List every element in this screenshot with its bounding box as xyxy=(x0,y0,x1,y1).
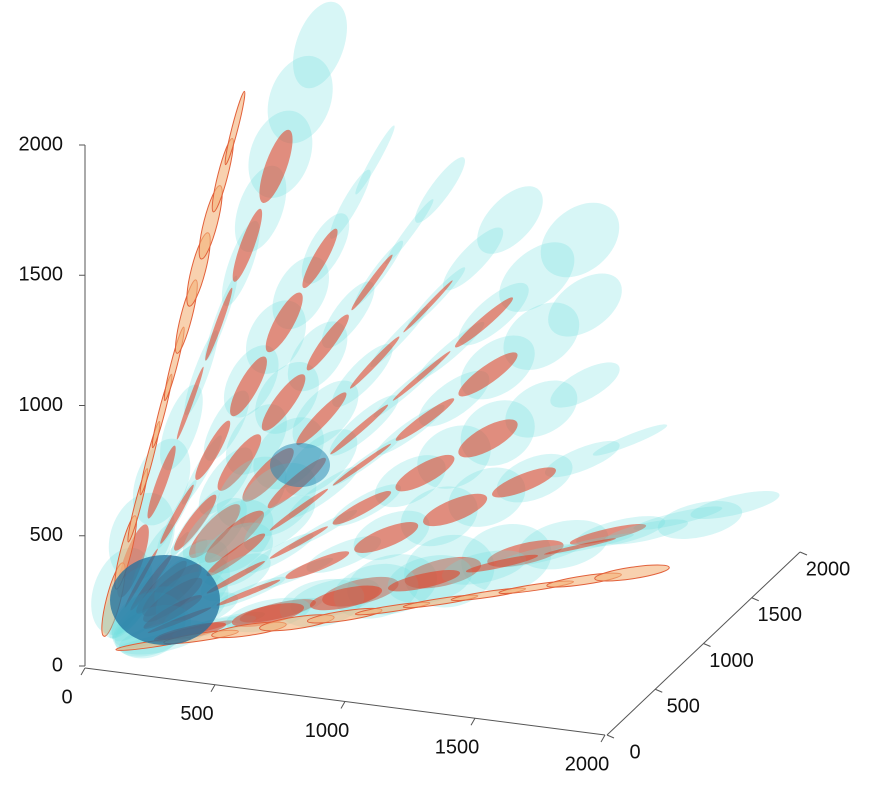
z-tick-label: 1000 xyxy=(19,394,64,416)
isosurface-inner xyxy=(423,493,488,527)
isosurface-inner xyxy=(216,579,281,606)
isosurface-inner xyxy=(492,467,556,498)
isosurface-outer xyxy=(633,506,723,531)
isosurface-inner xyxy=(351,254,393,311)
z-tick-label: 500 xyxy=(30,524,63,546)
isosurface-outer xyxy=(594,564,670,582)
isosurface-inner xyxy=(309,585,383,611)
y-tick-label: 1500 xyxy=(758,604,803,626)
z-tick-label: 1500 xyxy=(19,264,64,286)
isosurface-outer xyxy=(503,302,580,370)
x-tick-label: 1000 xyxy=(305,720,350,742)
isosurface-inner xyxy=(302,228,338,289)
isosurface-outer xyxy=(355,125,395,195)
isosurface-inner xyxy=(285,551,350,579)
isosurface-inner xyxy=(458,352,518,397)
isosurface-inner xyxy=(332,443,392,486)
x-tick xyxy=(340,701,346,709)
y-tick xyxy=(703,643,711,647)
isosurface-outer xyxy=(544,440,620,478)
isosurface-inner xyxy=(269,488,328,531)
isosurface-inner xyxy=(543,538,617,555)
isosurface-inner xyxy=(205,287,233,361)
isosurface-inner xyxy=(265,292,303,353)
isosurface-outer xyxy=(477,186,543,254)
z-tick-label: 2000 xyxy=(19,133,64,155)
isosurface-inner xyxy=(206,533,266,577)
isosurface-outer xyxy=(548,273,622,337)
isosurface-inner xyxy=(174,494,217,551)
isosurface-outer xyxy=(499,242,575,312)
z-tick-label: 0 xyxy=(52,654,63,676)
isosurface-layer xyxy=(91,1,780,659)
x-tick-label: 2000 xyxy=(565,753,610,775)
isosurface-inner xyxy=(261,374,306,431)
x-tick xyxy=(210,684,216,692)
y-tick xyxy=(799,551,808,556)
x-tick-label: 0 xyxy=(61,686,72,708)
isosurface-inner xyxy=(217,434,262,491)
isosurface-inner xyxy=(330,404,389,455)
isosurface-core xyxy=(270,443,330,487)
isosurface-outer xyxy=(540,202,620,278)
isosurface-inner xyxy=(232,208,263,282)
x-tick xyxy=(600,734,606,743)
isosurface-inner xyxy=(259,129,293,204)
isosurface-outer xyxy=(443,227,504,291)
isosurface-inner xyxy=(332,490,392,525)
isosurface-outer xyxy=(550,362,620,408)
isosurface-inner xyxy=(395,398,455,441)
isosurface-inner xyxy=(354,522,419,554)
isosurface-outer xyxy=(415,157,465,223)
isosurface-inner xyxy=(147,445,176,519)
isosurface-inner xyxy=(269,526,328,559)
isosurface-outer xyxy=(385,199,434,265)
y-tick-label: 1000 xyxy=(709,650,754,672)
y-tick xyxy=(751,597,759,602)
isosurface-inner xyxy=(458,419,518,458)
isosurface-inner xyxy=(349,336,400,389)
y-tick-label: 2000 xyxy=(806,558,851,580)
isosurface-outer xyxy=(603,519,689,545)
isosurface-inner xyxy=(569,523,647,545)
isosurface-outer xyxy=(329,169,371,239)
isosurface-inner xyxy=(189,504,241,558)
isosurface-core xyxy=(110,555,220,645)
x-tick-label: 1500 xyxy=(435,737,480,759)
x-tick xyxy=(80,667,86,676)
axes: 0 500 1000 1500 2000 0 500 1000 1500 2000 0 500 1000… xyxy=(19,133,851,775)
isosurface-inner xyxy=(204,510,265,563)
isosurface-outer xyxy=(592,424,668,456)
y-tick-label: 0 xyxy=(629,741,640,763)
isosurface-inner xyxy=(392,351,451,401)
isosurface-inner xyxy=(206,561,265,594)
y-tick xyxy=(655,688,663,693)
x-tick-label: 500 xyxy=(180,703,213,725)
isosurface-inner xyxy=(455,297,513,348)
isosurface-inner xyxy=(306,314,349,371)
isosurface-outer xyxy=(690,491,780,519)
isosurface-inner xyxy=(195,420,231,480)
isosurface-inner xyxy=(465,554,539,573)
isosurface-outer xyxy=(657,500,743,540)
isosurface-inner xyxy=(296,392,347,446)
isosurface-inner xyxy=(387,570,461,592)
isosurface-inner xyxy=(395,454,455,492)
isosurface-outer xyxy=(293,1,347,89)
x-tick xyxy=(470,718,476,726)
isosurface-inner xyxy=(231,603,305,628)
isosurface-inner xyxy=(160,484,194,544)
isosurface-inner xyxy=(176,366,204,440)
isosurface-outer xyxy=(224,90,246,166)
isosurface-inner xyxy=(230,356,267,417)
y-tick xyxy=(606,734,615,739)
isosurface-outer xyxy=(267,55,333,144)
isosurface-inner xyxy=(403,280,453,333)
isosurface-outer xyxy=(505,380,578,438)
y-tick-label: 500 xyxy=(667,696,700,718)
